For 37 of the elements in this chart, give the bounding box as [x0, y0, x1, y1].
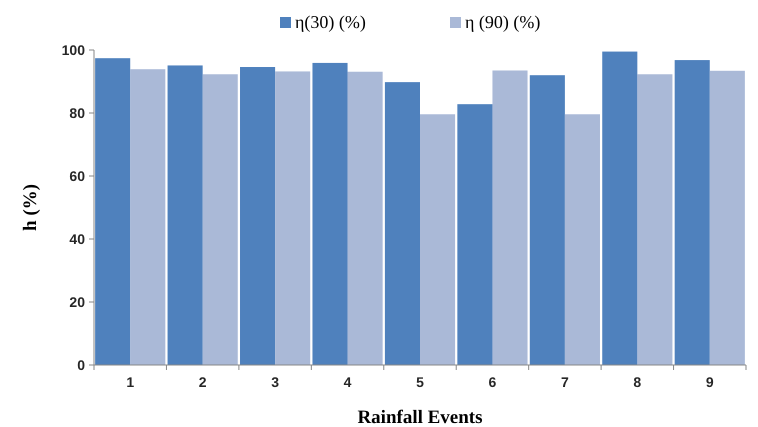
x-tick-label: 6: [488, 374, 497, 390]
bar: [457, 104, 492, 365]
y-axis-title: h (%): [20, 184, 41, 231]
bar: [530, 75, 565, 365]
y-tick-label: 80: [69, 104, 86, 121]
legend-label: η(30) (%): [295, 12, 366, 32]
y-tick-label: 60: [69, 168, 86, 184]
bar: [602, 52, 638, 365]
bar: [710, 70, 745, 365]
bar: [564, 114, 600, 365]
x-tick-label: 4: [344, 374, 352, 390]
x-tick-label: 5: [416, 374, 424, 390]
y-tick-label: 0: [77, 356, 86, 373]
bar: [312, 62, 348, 365]
bar: [420, 114, 456, 365]
x-tick-label: 7: [560, 374, 569, 390]
x-tick-label: 1: [126, 374, 134, 390]
bar: [95, 58, 130, 365]
y-tick-label: 40: [69, 230, 86, 247]
x-axis-title: Rainfall Events: [357, 407, 483, 427]
bar: [130, 69, 166, 365]
bar: [348, 72, 383, 365]
bar: [384, 82, 420, 365]
y-tick-label: 20: [69, 294, 86, 310]
bar: [240, 67, 276, 365]
x-tick-label: 9: [706, 374, 714, 390]
bar: [168, 65, 203, 365]
x-tick-label: 2: [198, 374, 207, 390]
legend-label: η (90) (%): [465, 12, 540, 32]
x-tick-label: 3: [271, 374, 280, 390]
bar: [674, 60, 710, 365]
bar: [637, 74, 672, 365]
x-tick-label: 8: [633, 374, 642, 390]
bar: [275, 71, 310, 365]
y-tick-label: 100: [62, 42, 86, 58]
bar: [202, 74, 238, 365]
bar: [492, 70, 528, 365]
